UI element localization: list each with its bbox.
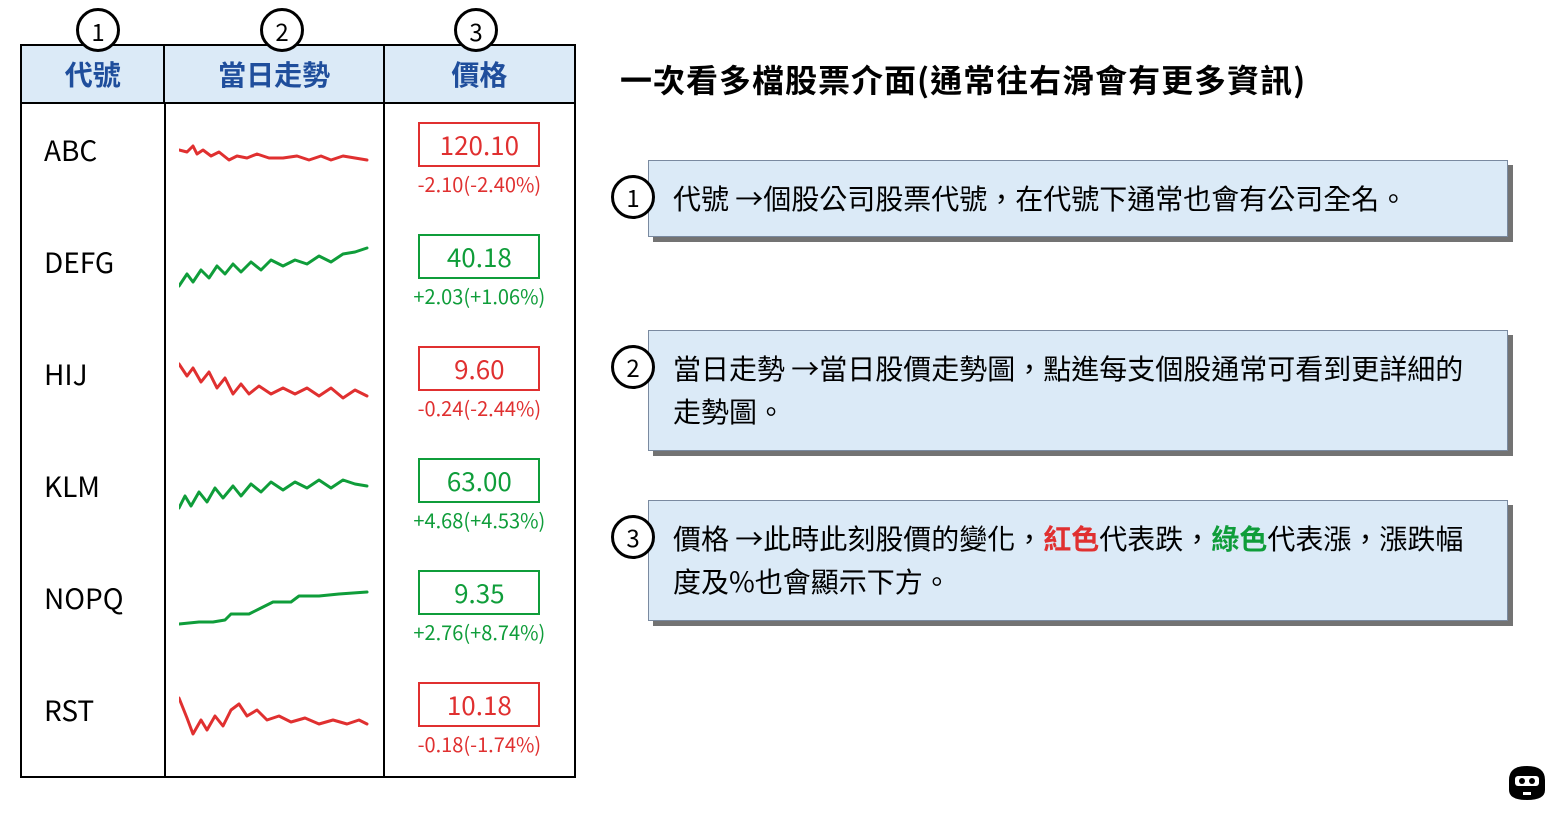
sparkline-cell xyxy=(166,104,385,216)
col-header-price: 價格 xyxy=(385,46,574,102)
price-value: 120.10 xyxy=(418,122,540,167)
sparkline-icon xyxy=(179,352,369,417)
page: 1 2 3 代號 當日走勢 價格 ABC120.10-2.10(-2.40%)D… xyxy=(0,0,1557,815)
price-value: 63.00 xyxy=(418,458,540,503)
price-value: 9.60 xyxy=(418,346,540,391)
price-value: 40.18 xyxy=(418,234,540,279)
header-badge-3: 3 xyxy=(454,8,498,52)
table-row[interactable]: DEFG 40.18+2.03(+1.06%) xyxy=(22,216,574,328)
price-cell: 9.35+2.76(+8.74%) xyxy=(385,552,574,664)
price-cell: 40.18+2.03(+1.06%) xyxy=(385,216,574,328)
note-badge: 1 xyxy=(611,175,655,219)
explainer-note: 1代號 →個股公司股票代號，在代號下通常也會有公司全名。 xyxy=(648,160,1508,237)
page-title: 一次看多檔股票介面(通常往右滑會有更多資訊) xyxy=(620,56,1306,102)
table-header-row: 代號 當日走勢 價格 xyxy=(22,46,574,104)
sparkline-cell xyxy=(166,440,385,552)
stock-table: 代號 當日走勢 價格 ABC 120.10-2.10(-2.40%) DEFG 40.… xyxy=(20,44,576,778)
sparkline-icon xyxy=(179,128,369,193)
price-change: +2.03(+1.06%) xyxy=(413,281,545,310)
ticker-cell: KLM xyxy=(22,440,166,552)
ticker-cell: ABC xyxy=(22,104,166,216)
ticker-cell: NOPQ xyxy=(22,552,166,664)
table-row[interactable]: NOPQ 9.35+2.76(+8.74%) xyxy=(22,552,574,664)
sparkline-cell xyxy=(166,328,385,440)
sparkline-cell xyxy=(166,216,385,328)
sparkline-icon xyxy=(179,464,369,529)
sparkline-icon xyxy=(179,688,369,753)
col-header-ticker: 代號 xyxy=(22,46,165,102)
note-badge: 3 xyxy=(611,515,655,559)
table-row[interactable]: HIJ 9.60-0.24(-2.44%) xyxy=(22,328,574,440)
sparkline-icon xyxy=(179,576,369,641)
sparkline-cell xyxy=(166,664,385,776)
sparkline-cell xyxy=(166,552,385,664)
price-value: 9.35 xyxy=(418,570,540,615)
note-text: 價格 →此時此刻股價的變化，紅色代表跌，綠色代表漲，漲跌幅度及%也會顯示下方。 xyxy=(673,517,1487,604)
price-cell: 10.18-0.18(-1.74%) xyxy=(385,664,574,776)
price-change: -0.18(-1.74%) xyxy=(418,729,542,758)
header-badge-2: 2 xyxy=(260,8,304,52)
header-badge-1: 1 xyxy=(76,8,120,52)
table-row[interactable]: RST 10.18-0.18(-1.74%) xyxy=(22,664,574,776)
note-badge: 2 xyxy=(611,345,655,389)
col-header-trend: 當日走勢 xyxy=(165,46,384,102)
note-text: 當日走勢 →當日股價走勢圖，點進每支個股通常可看到更詳細的走勢圖。 xyxy=(673,347,1487,434)
price-cell: 63.00+4.68(+4.53%) xyxy=(385,440,574,552)
price-change: +4.68(+4.53%) xyxy=(413,505,545,534)
note-text: 代號 →個股公司股票代號，在代號下通常也會有公司全名。 xyxy=(673,177,1487,220)
price-cell: 9.60-0.24(-2.44%) xyxy=(385,328,574,440)
sparkline-icon xyxy=(179,240,369,305)
ticker-cell: DEFG xyxy=(22,216,166,328)
mascot-icon xyxy=(1503,760,1551,809)
price-cell: 120.10-2.10(-2.40%) xyxy=(385,104,574,216)
explainer-note: 2當日走勢 →當日股價走勢圖，點進每支個股通常可看到更詳細的走勢圖。 xyxy=(648,330,1508,451)
table-row[interactable]: ABC 120.10-2.10(-2.40%) xyxy=(22,104,574,216)
price-change: +2.76(+8.74%) xyxy=(413,617,545,646)
ticker-cell: RST xyxy=(22,664,166,776)
table-row[interactable]: KLM 63.00+4.68(+4.53%) xyxy=(22,440,574,552)
price-value: 10.18 xyxy=(418,682,540,727)
ticker-cell: HIJ xyxy=(22,328,166,440)
price-change: -2.10(-2.40%) xyxy=(418,169,542,198)
explainer-note: 3價格 →此時此刻股價的變化，紅色代表跌，綠色代表漲，漲跌幅度及%也會顯示下方。 xyxy=(648,500,1508,621)
table-body: ABC 120.10-2.10(-2.40%) DEFG 40.18+2.03(+1.… xyxy=(22,104,574,776)
price-change: -0.24(-2.44%) xyxy=(418,393,542,422)
